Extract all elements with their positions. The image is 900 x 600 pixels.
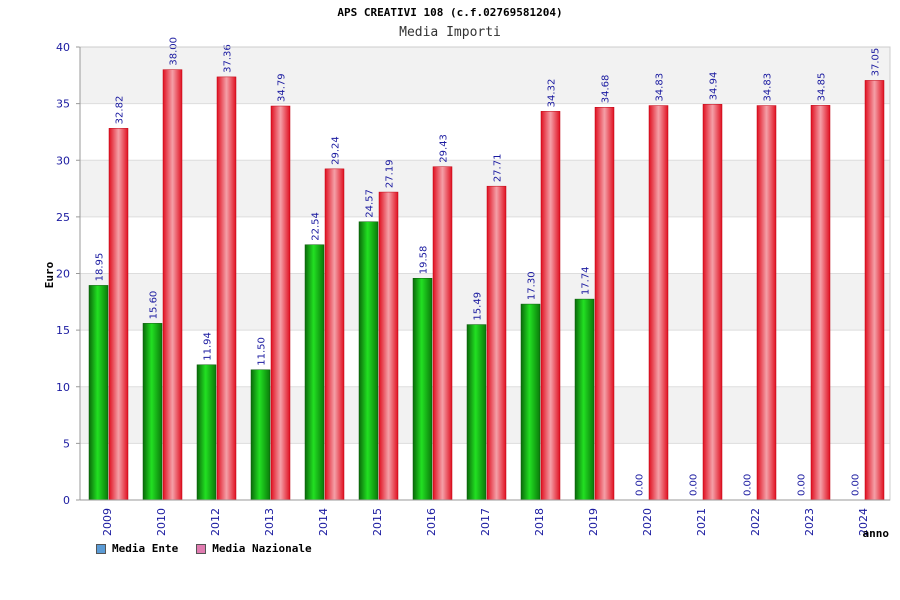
data-label: 15.60 [149,291,160,320]
y-tick-label: 15 [56,324,70,337]
bar-media-nazionale [270,105,291,501]
bar-media-nazionale [540,111,561,501]
grid-band [80,47,890,104]
data-label: 0.00 [851,474,862,496]
legend-label-ente: Media Ente [112,542,179,555]
data-label: 0.00 [743,474,754,496]
data-label: 18.95 [95,253,106,282]
bar-media-nazionale [432,166,453,501]
bar-media-ente [520,303,541,501]
data-label: 34.79 [277,73,288,102]
y-tick-label: 30 [56,154,70,167]
bar-media-ente [88,285,109,501]
bar-media-ente [358,221,379,501]
y-tick-label: 10 [56,381,70,394]
legend-item-ente: Media Ente [96,542,178,555]
chart-subtitle: Media Importi [399,25,501,40]
x-tick-label: 2019 [587,508,600,536]
data-label: 24.57 [365,189,376,218]
data-label: 0.00 [635,474,646,496]
x-tick-label: 2018 [533,508,546,536]
data-label: 29.24 [331,136,342,165]
data-label: 29.43 [439,134,450,163]
bar-media-nazionale [702,104,723,501]
bar-media-ente [142,323,163,501]
y-tick-label: 40 [56,41,70,54]
x-tick-label: 2016 [425,508,438,536]
legend-item-nazionale: Media Nazionale [196,542,312,555]
grid-band [80,103,890,161]
x-axis-label: anno [863,527,890,540]
x-tick-label: 2014 [317,508,330,536]
data-label: 34.68 [601,75,612,104]
x-tick-label: 2009 [101,508,114,536]
data-label: 15.49 [473,292,484,321]
bar-media-nazionale [594,106,615,501]
legend-swatch-ente [96,543,106,554]
bar-media-nazionale [216,76,237,501]
bar-media-nazionale [756,105,777,501]
x-tick-label: 2010 [155,508,168,536]
grid-band [80,160,890,217]
data-label: 27.19 [385,159,396,188]
data-label: 32.82 [115,96,126,125]
bar-media-ente [574,298,595,501]
bar-media-nazionale [810,105,831,501]
bar-media-nazionale [864,80,885,501]
x-tick-label: 2022 [749,508,762,536]
grid-band [80,216,890,274]
data-label: 37.36 [223,44,234,73]
data-label: 34.94 [709,72,720,101]
x-tick-label: 2015 [371,508,384,536]
x-tick-label: 2020 [641,508,654,536]
data-label: 19.58 [419,246,430,275]
grid-band [80,273,890,331]
x-tick-label: 2021 [695,508,708,536]
bar-media-ente [466,324,487,501]
legend: Media Ente Media Nazionale [96,542,312,555]
data-label: 34.83 [763,73,774,102]
chart-title: APS CREATIVI 108 (c.f.02769581204) [337,6,563,19]
data-label: 17.30 [527,271,538,300]
data-label: 22.54 [311,212,322,241]
data-label: 27.71 [493,154,504,183]
x-tick-label: 2024 [857,508,870,536]
data-label: 38.00 [169,37,180,66]
bar-media-nazionale [378,191,399,501]
data-labels-group: 18.95 32.82 15.60 38.00 11.94 37.36 11.50 34.79… [95,37,882,496]
bar-media-nazionale [108,128,129,501]
bar-media-ente [412,278,433,501]
y-tick-label: 25 [56,211,70,224]
axes-group: 0 5 10 15 20 25 30 35 40 2009 2010 2012 2013 2014 2015… [43,41,891,540]
x-tick-label: 2012 [209,508,222,536]
bar-media-nazionale [486,185,507,501]
data-label: 0.00 [797,474,808,496]
bar-media-nazionale [162,69,183,501]
y-tick-label: 20 [56,268,70,281]
x-tick-label: 2013 [263,508,276,536]
legend-swatch-nazionale [196,543,207,554]
bar-media-nazionale [324,168,345,501]
y-tick-label: 0 [63,494,70,507]
x-tick-label: 2017 [479,508,492,536]
bars-group [88,69,885,501]
data-label: 34.85 [817,73,828,102]
y-axis-label: Euro [43,261,56,288]
data-label: 11.94 [203,332,214,361]
data-label: 34.32 [547,79,558,108]
data-label: 34.83 [655,73,666,102]
x-tick-label: 2023 [803,508,816,536]
bar-media-ente [250,369,271,501]
bar-media-ente [304,244,325,501]
data-label: 17.74 [581,266,592,295]
bar-media-ente [196,364,217,501]
data-label: 37.05 [871,48,882,77]
data-label: 11.50 [257,337,268,366]
y-tick-label: 35 [56,98,70,111]
bar-media-nazionale [648,105,669,501]
data-label: 0.00 [689,474,700,496]
legend-label-nazionale: Media Nazionale [212,542,312,555]
y-tick-label: 5 [63,437,70,450]
